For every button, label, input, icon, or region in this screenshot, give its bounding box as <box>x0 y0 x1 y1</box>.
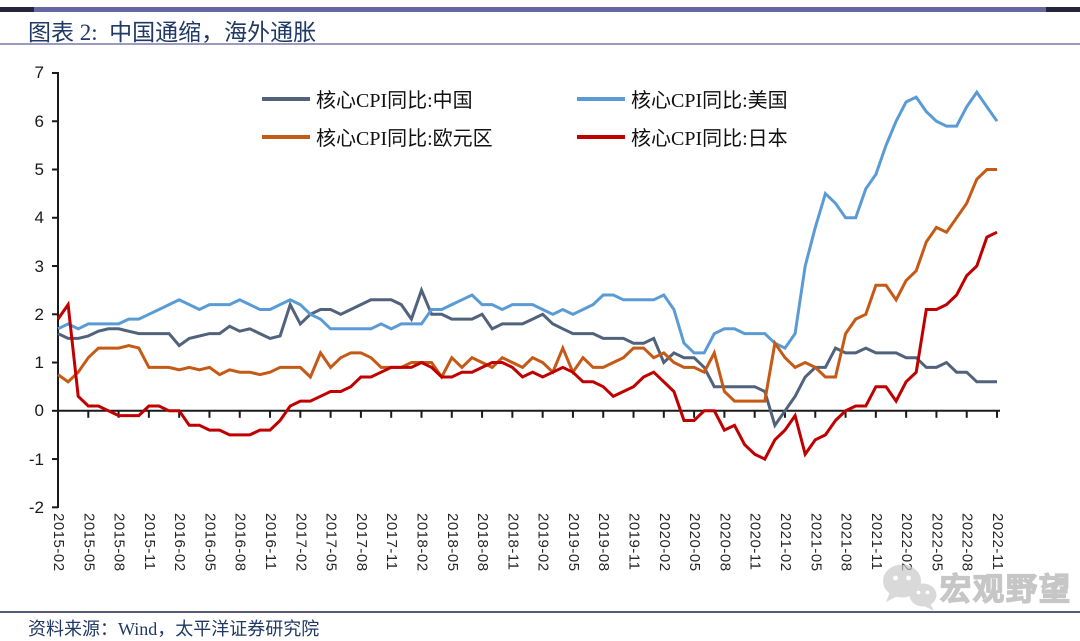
source-note: 资料来源：Wind，太平洋证券研究院 <box>28 619 320 639</box>
title-underline-rule <box>0 43 1080 45</box>
top-divider-rule <box>0 7 1080 12</box>
x-axis-label: 2015-11 <box>140 513 158 571</box>
y-axis-label: 3 <box>34 256 44 276</box>
y-axis-label: 0 <box>34 401 44 421</box>
y-axis-label: -1 <box>28 449 44 469</box>
x-axis-label: 2018-08 <box>474 513 492 572</box>
figure-title: 图表 2: 中国通缩，海外通胀 <box>28 20 317 45</box>
legend-line-swatch-us <box>577 96 625 101</box>
y-axis-label: 7 <box>34 63 44 83</box>
y-axis-label: 2 <box>34 304 44 324</box>
x-axis-label: 2017-08 <box>352 513 370 572</box>
x-axis-label: 2017-11 <box>383 513 401 571</box>
legend-line-swatch-eurozone <box>262 134 310 139</box>
y-axis-label: 4 <box>34 208 44 228</box>
legend-item-japan: 核心CPI同比:日本 <box>577 122 788 151</box>
y-axis-label: 1 <box>34 353 44 373</box>
legend-line-swatch-china <box>262 96 310 101</box>
top-rule-right-cap <box>1046 7 1080 12</box>
x-axis-label: 2015-08 <box>110 513 128 572</box>
x-axis-label: 2020-05 <box>686 513 704 572</box>
x-axis-label: 2016-11 <box>262 513 280 571</box>
x-axis-label: 2020-02 <box>655 513 673 572</box>
legend-item-china: 核心CPI同比:中国 <box>262 84 473 113</box>
x-axis-label: 2016-02 <box>171 513 189 572</box>
legend-item-us: 核心CPI同比:美国 <box>577 84 788 113</box>
x-axis-label: 2019-08 <box>595 513 613 572</box>
series-line-eurozone <box>57 168 997 403</box>
legend-label-eurozone: 核心CPI同比:欧元区 <box>316 128 493 150</box>
bottom-divider-rule <box>0 611 1080 613</box>
x-axis-label: 2022-02 <box>898 513 916 572</box>
x-axis-label: 2020-08 <box>716 513 734 572</box>
x-axis-label: 2015-05 <box>80 513 98 572</box>
y-axis-label: -2 <box>28 497 44 517</box>
x-axis-label: 2021-05 <box>807 513 825 572</box>
y-axis-label: 5 <box>34 160 44 179</box>
x-axis-label: 2018-11 <box>504 513 522 571</box>
x-axis-label: 2017-02 <box>292 513 310 572</box>
watermark-text: 宏观野望 <box>939 571 1072 607</box>
legend-label-japan: 核心CPI同比:日本 <box>631 128 788 150</box>
x-axis-label: 2015-02 <box>50 513 67 572</box>
watermark: 宏观野望 <box>878 558 1072 614</box>
y-axis-label: 6 <box>34 111 44 131</box>
x-axis-label: 2022-11 <box>989 513 1007 571</box>
legend-label-china: 核心CPI同比:中国 <box>316 90 473 112</box>
legend-item-eurozone: 核心CPI同比:欧元区 <box>262 122 493 151</box>
x-axis-label: 2021-08 <box>837 513 855 572</box>
x-axis-label: 2019-11 <box>625 513 643 571</box>
x-axis-label: 2016-08 <box>231 513 249 572</box>
x-axis-label: 2018-05 <box>443 513 461 572</box>
top-rule-left-cap <box>0 7 34 12</box>
x-axis-label: 2022-08 <box>958 513 976 572</box>
x-axis-label: 2019-02 <box>534 513 552 572</box>
x-axis-label: 2022-05 <box>928 513 946 572</box>
x-axis-label: 2018-02 <box>413 513 431 572</box>
series-line-japan <box>56 230 998 462</box>
legend-line-swatch-japan <box>577 134 625 139</box>
x-axis-label: 2021-02 <box>776 513 794 572</box>
wechat-icon <box>883 564 937 611</box>
x-axis-label: 2016-05 <box>201 513 219 572</box>
x-axis-label: 2017-05 <box>322 513 340 572</box>
legend-label-us: 核心CPI同比:美国 <box>631 90 788 112</box>
x-axis-label: 2019-05 <box>564 513 582 572</box>
x-axis-label: 2021-11 <box>867 513 885 571</box>
series-line-us <box>57 89 999 355</box>
x-axis-label: 2020-11 <box>746 513 764 571</box>
